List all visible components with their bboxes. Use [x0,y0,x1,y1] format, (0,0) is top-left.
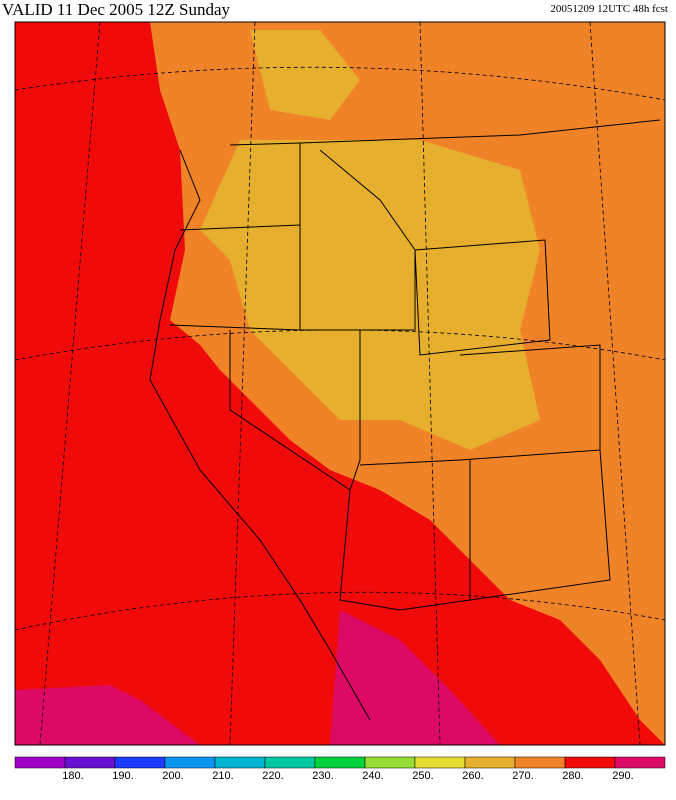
colorbar-swatch [414,756,466,769]
colorbar-label: 280. [562,770,583,782]
warm-field [330,610,500,745]
boundaries [149,119,661,721]
colorbar-swatch [614,756,666,769]
colorbar-label: 240. [362,770,383,782]
state-line [459,344,601,450]
colorbar-swatch [264,756,316,769]
colorbar-label: 180. [62,770,83,782]
coastline [149,149,371,721]
meridian [419,21,441,746]
colorbar-label: 250. [412,770,433,782]
meridian [229,21,256,746]
colorbar-label: 220. [262,770,283,782]
run-info: 20051209 12UTC 48h fcst [550,3,668,15]
colorbar-label: 200. [162,770,183,782]
meridian [589,21,641,746]
state-line [359,449,611,601]
colorbar: 180. 190. 200. 210. 220. 230. 240. 250. 260. 270.… [14,756,666,782]
border [339,489,471,611]
colorbar-swatch [514,756,566,769]
colorbar-label: 190. [112,770,133,782]
colorbar-swatch [564,756,616,769]
state-line [414,239,551,356]
colorbar-swatch [464,756,516,769]
colorbar-label: 260. [462,770,483,782]
warm-field [15,685,200,745]
colorbar-swatch [364,756,416,769]
border [229,119,661,146]
cool-field [250,30,360,120]
state-line [299,143,416,331]
parallel [14,329,666,361]
colorbar-swatch [314,756,366,769]
graticule [14,21,666,746]
colorbar-label: 270. [512,770,533,782]
colorbar-swatch [214,756,266,769]
map-frame [14,21,666,746]
colorbar-swatch [14,756,66,769]
colorbar-label: 210. [212,770,233,782]
colorbar-swatch [164,756,216,769]
map-field [15,22,665,745]
cool-field [200,140,540,450]
parallel [14,66,666,101]
colorbar-swatch [114,756,166,769]
meridian [39,21,101,746]
parallel [14,591,666,631]
colorbar-swatch [64,756,116,769]
colorbar-label: 230. [312,770,333,782]
valid-time: VALID 11 Dec 2005 12Z Sunday [2,0,231,19]
colorbar-label: 290. [612,770,633,782]
